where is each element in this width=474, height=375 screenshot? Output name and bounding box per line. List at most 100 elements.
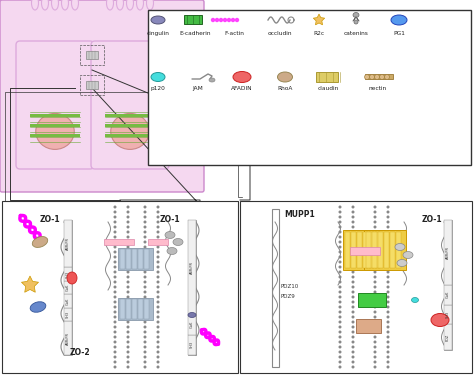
Circle shape xyxy=(127,336,129,339)
Circle shape xyxy=(235,18,239,22)
Bar xyxy=(132,299,137,319)
FancyBboxPatch shape xyxy=(91,41,169,169)
Bar xyxy=(444,220,452,285)
Bar xyxy=(316,72,338,82)
Circle shape xyxy=(113,366,117,369)
Bar xyxy=(118,248,153,270)
Ellipse shape xyxy=(146,0,154,10)
Ellipse shape xyxy=(411,297,419,303)
Circle shape xyxy=(127,306,129,309)
Circle shape xyxy=(127,296,129,298)
Circle shape xyxy=(338,231,341,234)
Circle shape xyxy=(127,225,129,228)
Circle shape xyxy=(127,220,129,224)
Circle shape xyxy=(144,340,146,344)
Circle shape xyxy=(113,236,117,238)
Circle shape xyxy=(374,330,376,333)
Circle shape xyxy=(215,18,219,22)
Bar xyxy=(144,299,149,319)
Circle shape xyxy=(352,216,355,219)
Bar xyxy=(64,220,72,267)
Circle shape xyxy=(144,251,146,254)
Circle shape xyxy=(113,296,117,298)
Circle shape xyxy=(144,206,146,209)
Circle shape xyxy=(374,216,376,219)
Circle shape xyxy=(156,326,159,328)
Bar xyxy=(372,232,377,268)
Bar xyxy=(240,201,472,373)
Ellipse shape xyxy=(167,248,177,255)
Bar xyxy=(444,324,452,350)
Circle shape xyxy=(127,280,129,284)
Circle shape xyxy=(374,255,376,258)
Text: ZO-1: ZO-1 xyxy=(422,215,442,224)
Bar xyxy=(188,335,196,355)
Circle shape xyxy=(211,18,215,22)
Text: GuK: GuK xyxy=(190,321,194,328)
Circle shape xyxy=(156,280,159,284)
Circle shape xyxy=(386,326,390,328)
Circle shape xyxy=(113,240,117,243)
Ellipse shape xyxy=(31,0,38,10)
Circle shape xyxy=(113,206,117,209)
Circle shape xyxy=(338,220,341,224)
Circle shape xyxy=(374,366,376,369)
Circle shape xyxy=(156,236,159,238)
Circle shape xyxy=(386,255,390,258)
Ellipse shape xyxy=(233,72,251,82)
Text: p120: p120 xyxy=(151,86,165,91)
Ellipse shape xyxy=(354,20,358,24)
Circle shape xyxy=(113,261,117,264)
Circle shape xyxy=(338,306,341,309)
Circle shape xyxy=(127,251,129,254)
Circle shape xyxy=(374,340,376,344)
Bar xyxy=(366,232,371,268)
Circle shape xyxy=(113,306,117,309)
Circle shape xyxy=(386,251,390,254)
Circle shape xyxy=(127,300,129,303)
Circle shape xyxy=(374,240,376,243)
Ellipse shape xyxy=(188,312,196,318)
Circle shape xyxy=(338,296,341,298)
Circle shape xyxy=(127,321,129,324)
Circle shape xyxy=(144,360,146,363)
Circle shape xyxy=(144,285,146,288)
Bar xyxy=(30,124,80,127)
Circle shape xyxy=(127,266,129,268)
Text: PDZ9: PDZ9 xyxy=(281,294,296,300)
Circle shape xyxy=(144,266,146,268)
Circle shape xyxy=(113,255,117,258)
Bar xyxy=(365,74,393,79)
Text: ZO-1: ZO-1 xyxy=(160,215,180,224)
Circle shape xyxy=(338,251,341,254)
Circle shape xyxy=(144,310,146,314)
Circle shape xyxy=(127,206,129,209)
Bar xyxy=(148,10,471,165)
Text: PDZ: PDZ xyxy=(446,333,450,340)
Circle shape xyxy=(113,315,117,318)
Circle shape xyxy=(386,310,390,314)
Circle shape xyxy=(374,75,380,80)
Circle shape xyxy=(352,210,355,213)
Circle shape xyxy=(352,270,355,273)
Bar xyxy=(148,239,168,245)
Circle shape xyxy=(374,360,376,363)
Circle shape xyxy=(113,330,117,333)
Bar xyxy=(118,298,153,320)
Circle shape xyxy=(386,345,390,348)
Text: MUPP1: MUPP1 xyxy=(284,210,315,219)
Circle shape xyxy=(156,366,159,369)
Circle shape xyxy=(352,285,355,288)
Ellipse shape xyxy=(173,238,183,246)
Circle shape xyxy=(113,345,117,348)
Circle shape xyxy=(144,236,146,238)
Circle shape xyxy=(156,345,159,348)
Text: ABR/PR: ABR/PR xyxy=(446,246,450,259)
Circle shape xyxy=(127,210,129,213)
Circle shape xyxy=(156,291,159,294)
Bar xyxy=(105,134,155,137)
Circle shape xyxy=(374,315,376,318)
Circle shape xyxy=(338,240,341,243)
Circle shape xyxy=(374,220,376,224)
Circle shape xyxy=(374,321,376,324)
